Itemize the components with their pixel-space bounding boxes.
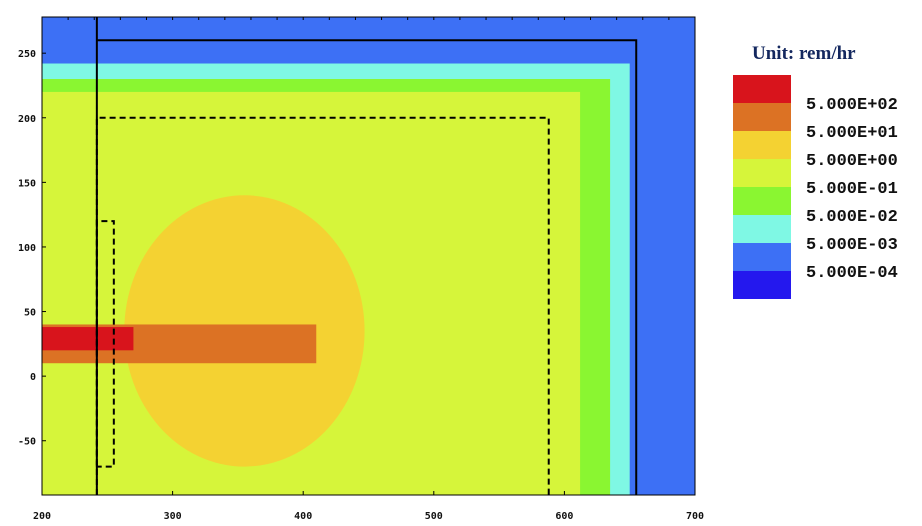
x-axis: 200 300 400 500 600 700 (33, 17, 704, 522)
boundary-lines (95, 17, 638, 495)
x-tick-label: 600 (555, 511, 573, 522)
region-6 (42, 327, 134, 351)
legend-swatch-5 (733, 215, 791, 243)
y-axis: -50 0 50 100 150 200 250 (18, 49, 46, 448)
y-tick-label: 250 (18, 49, 36, 60)
legend-label-6: 5.000E-04 (806, 264, 898, 283)
dose-regions (42, 17, 695, 495)
legend-label-2: 5.000E+00 (806, 152, 898, 171)
legend-swatch-2 (733, 131, 791, 159)
y-tick-label: 0 (30, 372, 36, 383)
legend: Unit: rem/hr 5.000E+02 5.000E+01 5.000E+00… (733, 43, 898, 299)
x-tick-label: 700 (686, 511, 704, 522)
legend-label-4: 5.000E-02 (806, 208, 898, 227)
legend-swatch-0 (733, 75, 791, 103)
y-tick-label: 50 (24, 308, 36, 319)
y-tick-label: -50 (18, 437, 36, 448)
y-tick-label: 200 (18, 114, 36, 125)
legend-label-1: 5.000E+01 (806, 124, 898, 143)
x-tick-label: 400 (294, 511, 312, 522)
x-tick-label: 500 (425, 511, 443, 522)
plot-frame (41, 16, 696, 496)
legend-label-3: 5.000E-01 (806, 180, 898, 199)
boundary-solid-0 (95, 17, 638, 495)
legend-title: Unit: rem/hr (752, 43, 856, 64)
x-tick-label: 300 (164, 511, 182, 522)
y-tick-label: 100 (18, 243, 36, 254)
plot-area (42, 17, 695, 495)
legend-swatch-7 (733, 271, 791, 299)
x-tick-label: 200 (33, 511, 51, 522)
legend-swatch-4 (733, 187, 791, 215)
y-tick-label: 150 (18, 178, 36, 189)
legend-swatch-3 (733, 159, 791, 187)
boundary-dashed-1 (95, 116, 550, 495)
legend-swatch-1 (733, 103, 791, 131)
boundary-dashed-2 (95, 220, 115, 468)
legend-labels: 5.000E+02 5.000E+01 5.000E+00 5.000E-01 5.00… (806, 96, 898, 283)
legend-label-0: 5.000E+02 (806, 96, 898, 115)
legend-swatches (733, 75, 791, 299)
legend-swatch-6 (733, 243, 791, 271)
legend-label-5: 5.000E-03 (806, 236, 898, 255)
